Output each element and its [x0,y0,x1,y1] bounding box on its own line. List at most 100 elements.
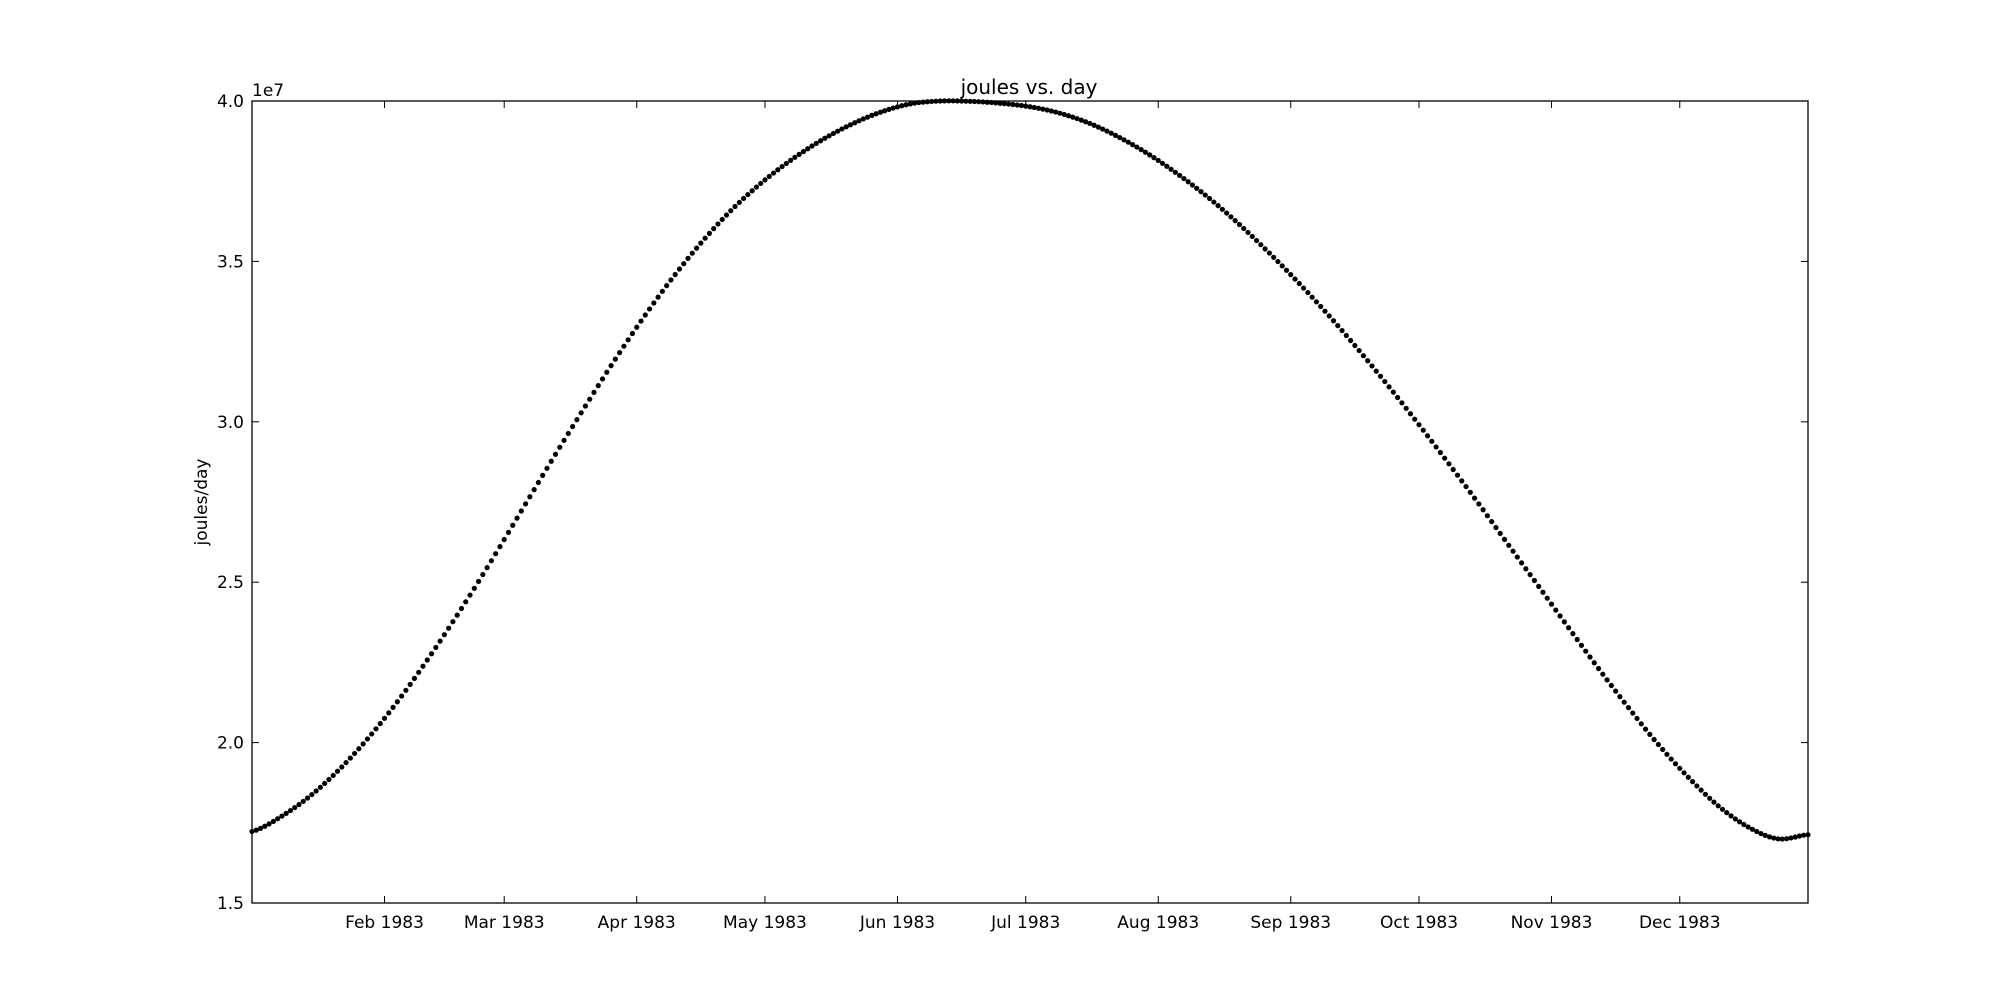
data-point [266,821,272,827]
data-point [753,184,760,190]
data-point [471,585,477,591]
data-point [441,632,447,638]
data-point [552,451,559,457]
data-point [1711,799,1717,805]
data-point [505,529,512,535]
data-point [527,494,533,500]
data-point [1514,554,1520,560]
data-point [1151,155,1157,161]
data-point [676,266,683,272]
data-point [1578,642,1585,648]
data-point [304,795,311,801]
data-point [1348,337,1354,344]
data-point [1360,353,1367,359]
data-point [1236,221,1243,228]
data-point [1480,507,1486,513]
data-point [1544,595,1550,601]
data-point [1724,810,1730,816]
data-point [886,106,892,112]
data-point [634,324,640,330]
data-point [322,780,328,787]
data-point [1420,427,1426,433]
data-point [899,103,905,109]
data-point [1702,791,1709,797]
data-point [420,663,426,669]
data-point [1489,518,1495,525]
data-point [565,430,571,437]
data-point [1403,405,1409,411]
data-point [548,458,554,464]
data-point [467,592,473,598]
data-point [693,245,700,251]
data-point [1189,182,1196,188]
data-point [1698,787,1704,793]
data-point [1095,124,1101,130]
data-point [1369,363,1375,369]
x-tick-label: Apr 1983 [598,913,676,933]
data-point [1377,373,1384,379]
data-point [326,776,332,783]
data-point [1429,438,1435,444]
data-point [758,180,764,187]
data-point [1570,631,1576,637]
data-point [638,318,644,324]
data-point [1651,736,1657,743]
x-tick-label: May 1983 [723,913,807,933]
data-point [518,508,524,514]
data-point [1053,109,1059,115]
data-point [1241,225,1247,232]
data-point [296,801,302,808]
data-point [1732,816,1738,822]
data-point [1506,542,1512,548]
data-point [1373,368,1379,374]
data-point [283,810,289,816]
data-point [1655,741,1661,748]
data-point [779,163,785,170]
data-point [907,101,913,107]
data-point [1707,795,1713,801]
data-point [1027,104,1033,110]
x-tick-label: Aug 1983 [1117,913,1199,933]
data-point [1249,233,1255,240]
data-point [856,118,862,124]
data-point [877,109,883,115]
data-point [646,306,653,312]
data-point [1677,765,1683,771]
data-point [873,111,879,117]
data-point [1006,101,1012,107]
data-point [1493,524,1499,531]
data-point [1792,834,1798,840]
data-point [1531,577,1538,584]
data-point [343,759,349,766]
data-point [1527,572,1533,578]
data-point [1621,699,1627,705]
data-point [860,116,866,122]
x-tick-label: Jul 1983 [990,913,1060,933]
data-point [1330,318,1337,324]
data-point [1557,613,1563,619]
data-point [732,203,738,210]
data-point [399,693,405,699]
data-point [1523,566,1529,572]
data-point [364,736,371,742]
data-point [1018,102,1025,109]
data-point [1518,560,1525,566]
data-point [279,813,285,819]
data-point [1796,833,1803,839]
data-point [711,226,717,232]
data-point [1745,824,1751,830]
data-point [629,330,636,337]
data-point [1296,280,1302,287]
data-point [497,544,503,550]
data-point [1065,113,1072,119]
data-point [1442,455,1448,461]
data-point [813,140,819,146]
data-point [826,133,832,139]
data-point [1339,327,1345,334]
data-point [1604,677,1610,683]
data-point [1681,770,1687,776]
data-point [882,108,888,114]
data-point [1142,149,1149,155]
data-point [796,151,802,157]
